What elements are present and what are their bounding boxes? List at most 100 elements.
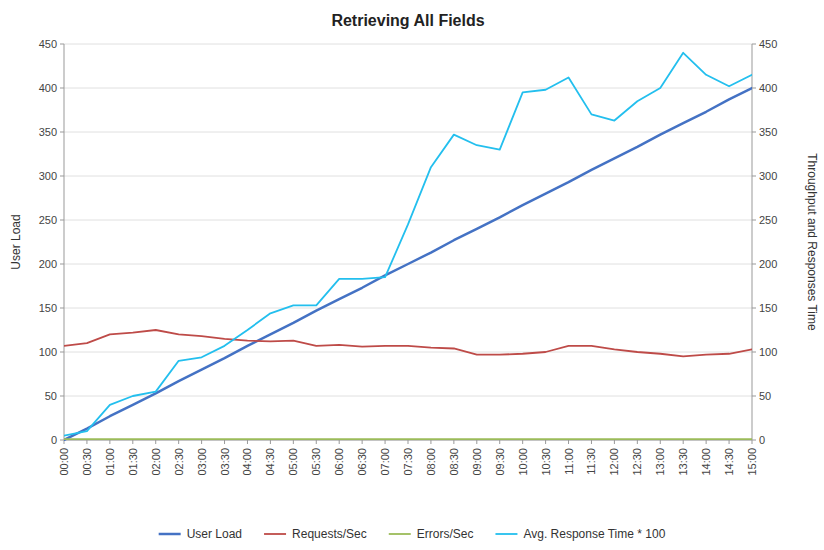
x-tick — [568, 440, 569, 444]
x-tick-label: 07:00 — [379, 448, 391, 476]
x-tick-label: 04:00 — [241, 448, 253, 476]
y-tick-label: 350 — [39, 126, 57, 138]
x-tick — [155, 440, 156, 444]
y-axis-label: User Load — [9, 214, 23, 269]
y-tick — [60, 220, 64, 221]
legend-label: Errors/Sec — [417, 527, 474, 541]
legend-item: Errors/Sec — [389, 527, 474, 541]
x-tick — [752, 440, 753, 444]
y2-tick-label: 300 — [759, 170, 777, 182]
y-tick — [60, 352, 64, 353]
y2-tick-label: 250 — [759, 214, 777, 226]
x-tick-label: 08:30 — [448, 448, 460, 476]
legend-swatch — [264, 533, 286, 535]
x-tick — [660, 440, 661, 444]
x-tick — [499, 440, 500, 444]
y2-tick — [752, 88, 756, 89]
x-tick-label: 10:30 — [540, 448, 552, 476]
lines — [64, 53, 752, 440]
legend-swatch — [389, 533, 411, 535]
legend-item: Requests/Sec — [264, 527, 367, 541]
x-tick-label: 13:30 — [677, 448, 689, 476]
legend-swatch — [495, 533, 517, 535]
chart: 0501001502002503003504004500501001502002… — [0, 0, 824, 550]
x-tick-label: 09:30 — [494, 448, 506, 476]
x-tick — [86, 440, 87, 444]
series-line — [64, 330, 752, 356]
y2-tick — [752, 176, 756, 177]
y2-tick-label: 0 — [759, 434, 765, 446]
y2-tick-label: 350 — [759, 126, 777, 138]
x-tick-label: 10:00 — [517, 448, 529, 476]
x-tick — [637, 440, 638, 444]
x-tick-label: 03:30 — [219, 448, 231, 476]
x-tick — [453, 440, 454, 444]
x-tick — [109, 440, 110, 444]
x-tick — [339, 440, 340, 444]
y-tick — [60, 88, 64, 89]
x-tick — [385, 440, 386, 444]
x-tick — [522, 440, 523, 444]
y-tick — [60, 440, 64, 441]
x-tick — [178, 440, 179, 444]
y-tick — [60, 264, 64, 265]
x-tick — [591, 440, 592, 444]
y-tick-label: 400 — [39, 82, 57, 94]
series-line — [64, 88, 752, 440]
y2-tick-label: 150 — [759, 302, 777, 314]
x-tick-label: 06:00 — [333, 448, 345, 476]
y-tick — [60, 44, 64, 45]
legend-label: User Load — [187, 527, 242, 541]
y-tick-label: 200 — [39, 258, 57, 270]
y-tick — [60, 308, 64, 309]
grid-line — [64, 220, 752, 221]
x-tick — [476, 440, 477, 444]
y-tick-label: 150 — [39, 302, 57, 314]
y2-tick — [752, 308, 756, 309]
y2-tick — [752, 220, 756, 221]
y2-tick — [752, 396, 756, 397]
y2-tick — [752, 264, 756, 265]
x-tick-label: 09:00 — [471, 448, 483, 476]
grid-line — [64, 88, 752, 89]
legend-item: Avg. Response Time * 100 — [495, 527, 665, 541]
x-tick — [132, 440, 133, 444]
grid-line — [64, 176, 752, 177]
x-tick-label: 11:00 — [563, 448, 575, 475]
x-tick — [408, 440, 409, 444]
y2-tick-label: 50 — [759, 390, 771, 402]
x-tick-label: 14:30 — [723, 448, 735, 476]
x-tick — [201, 440, 202, 444]
x-tick-label: 05:00 — [287, 448, 299, 476]
legend-item: User Load — [159, 527, 242, 541]
x-tick — [224, 440, 225, 444]
x-tick-label: 01:30 — [127, 448, 139, 476]
series-line — [64, 438, 752, 440]
x-tick-label: 15:00 — [746, 448, 758, 476]
grid-line — [64, 308, 752, 309]
y2-tick-label: 200 — [759, 258, 777, 270]
x-tick — [729, 440, 730, 444]
x-tick — [545, 440, 546, 444]
y-tick-label: 450 — [39, 38, 57, 50]
x-tick — [247, 440, 248, 444]
y2-tick — [752, 44, 756, 45]
x-tick-label: 00:00 — [58, 448, 70, 476]
x-tick-label: 11:30 — [585, 448, 597, 475]
y-axis-line — [64, 44, 65, 440]
x-tick-label: 08:00 — [425, 448, 437, 476]
grid-line — [64, 44, 752, 45]
x-tick-label: 12:00 — [608, 448, 620, 476]
y-tick-label: 300 — [39, 170, 57, 182]
series-line — [64, 53, 752, 436]
x-tick-label: 00:30 — [81, 448, 93, 476]
y2-tick — [752, 352, 756, 353]
y2-axis-label: Throughput and Responses Time — [805, 153, 819, 331]
y2-tick-label: 100 — [759, 346, 777, 358]
legend-label: Avg. Response Time * 100 — [523, 527, 665, 541]
x-tick-label: 01:00 — [104, 448, 116, 476]
y2-tick — [752, 440, 756, 441]
x-tick-label: 05:30 — [310, 448, 322, 476]
y2-tick — [752, 132, 756, 133]
x-tick-label: 07:30 — [402, 448, 414, 476]
